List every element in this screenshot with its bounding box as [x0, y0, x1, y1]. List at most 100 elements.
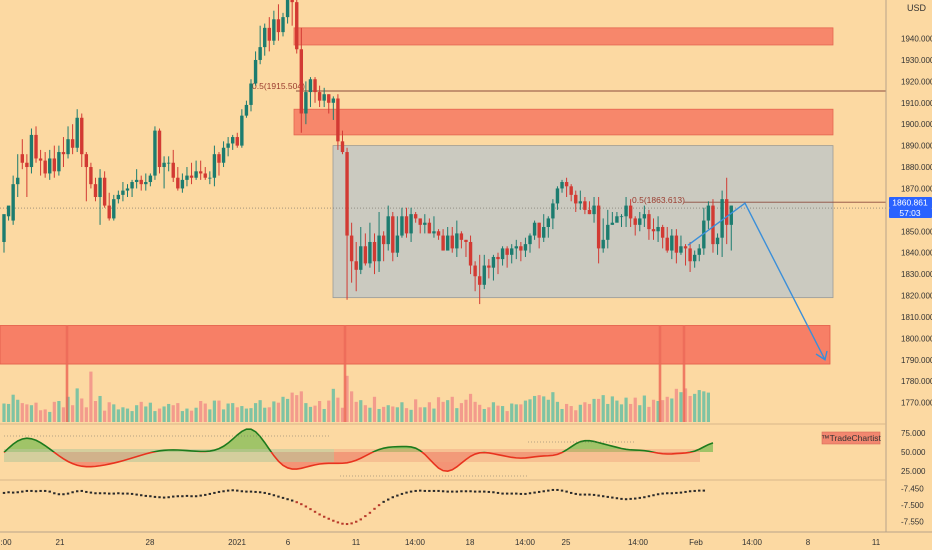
candle-body: [299, 49, 304, 114]
candle: [38, 149, 43, 176]
osc2-dot: [560, 489, 564, 492]
candle: [510, 244, 514, 264]
candle: [642, 205, 647, 227]
volume-bar: [180, 411, 184, 422]
volume-bar: [482, 408, 486, 422]
osc2-dot: [336, 521, 340, 524]
volume-bar: [382, 406, 386, 422]
osc2-dot: [432, 489, 436, 492]
candle-body: [400, 216, 404, 236]
volume-bar: [93, 401, 98, 422]
candle-body: [418, 218, 422, 225]
candle: [285, 0, 290, 24]
price-tick-label: 1930.000: [901, 56, 932, 65]
volume-bar: [587, 403, 592, 422]
volume-bar: [619, 404, 624, 422]
osc2-dot: [679, 491, 683, 494]
osc2-dot: [43, 489, 47, 492]
candle: [706, 201, 711, 230]
osc2-dot: [451, 490, 454, 493]
candle: [482, 254, 486, 290]
candle: [221, 141, 226, 168]
candle-body: [176, 177, 180, 189]
candle-body: [519, 246, 523, 251]
candle: [551, 199, 555, 230]
osc2-dot: [204, 493, 207, 496]
volume-spike: [65, 325, 69, 422]
osc2-dot: [684, 490, 687, 493]
current-price-tag: 1860.861 57:03: [889, 197, 932, 218]
time-tick-label: 14:00: [628, 538, 649, 547]
time-tick-label: 14:00: [742, 538, 763, 547]
candle: [249, 79, 253, 112]
candle: [372, 233, 377, 275]
osc2-dot: [57, 493, 61, 496]
osc2-dot: [537, 490, 541, 493]
osc2-dot: [208, 492, 212, 495]
osc2-dot: [236, 489, 239, 492]
candle: [240, 109, 244, 148]
osc2-dot: [140, 494, 143, 497]
osc2-dot: [11, 491, 15, 494]
candle: [665, 226, 669, 253]
candle: [679, 235, 683, 255]
volume-bar: [208, 409, 212, 422]
osc2-dot: [322, 515, 326, 518]
candle-body: [25, 162, 29, 168]
volume-bar: [89, 371, 93, 422]
volume-bar: [295, 395, 299, 422]
candle-body: [715, 237, 720, 245]
osc2-dot: [108, 492, 111, 495]
candle-body: [441, 235, 445, 251]
candle: [400, 207, 404, 238]
osc2-dot: [359, 518, 362, 521]
volume-bar: [601, 395, 605, 422]
candle-body: [665, 237, 669, 251]
osc2-dot: [693, 489, 696, 492]
osc2-dot: [569, 491, 573, 494]
candle-body: [185, 175, 189, 180]
oscillator-1-pane: ™TradeChartist 75.000 50.000 25.000: [3, 428, 926, 477]
osc2-dot: [551, 488, 555, 491]
volume-bar: [212, 400, 217, 422]
volume-bar: [103, 410, 107, 422]
candle: [75, 109, 79, 153]
candle: [208, 171, 212, 185]
osc2-dot: [16, 491, 19, 494]
volume-bar: [592, 398, 596, 422]
candle: [349, 222, 354, 283]
candle-body: [386, 216, 390, 245]
candle-body: [189, 175, 194, 178]
volume-bar: [112, 404, 116, 422]
candle: [61, 137, 66, 168]
volume-bar: [308, 406, 313, 422]
osc2-tick: -7.450: [901, 485, 924, 494]
volume-bar: [702, 391, 706, 422]
volume-bar: [459, 403, 463, 422]
candle-body: [281, 17, 285, 33]
time-axis[interactable]: :00 21 28 2021 6 11 14:00 18 14:00 25 14:00 Feb 14:0…: [0, 531, 932, 547]
osc2-dot: [39, 489, 42, 492]
osc2-dot: [505, 492, 509, 495]
price-axis[interactable]: USD 1770.000 1780.000 1790.000 1800.000 1810…: [885, 0, 932, 532]
volume-bar: [391, 406, 395, 422]
candle-body: [308, 79, 313, 93]
volume-bar: [683, 388, 688, 422]
candle: [290, 0, 294, 26]
osc2-dot: [638, 496, 641, 499]
volume-bar: [478, 404, 482, 422]
osc2-dot: [364, 515, 367, 518]
volume-bar: [189, 410, 194, 422]
osc2-dot: [300, 503, 303, 506]
osc2-dot: [226, 489, 230, 492]
candle: [578, 190, 583, 210]
osc2-dot: [464, 490, 468, 493]
volume-bar: [487, 407, 491, 422]
osc2-dot: [21, 490, 24, 493]
candle-body: [372, 241, 377, 262]
volume-bar: [555, 401, 560, 422]
candle: [660, 224, 665, 249]
candle: [171, 149, 175, 183]
